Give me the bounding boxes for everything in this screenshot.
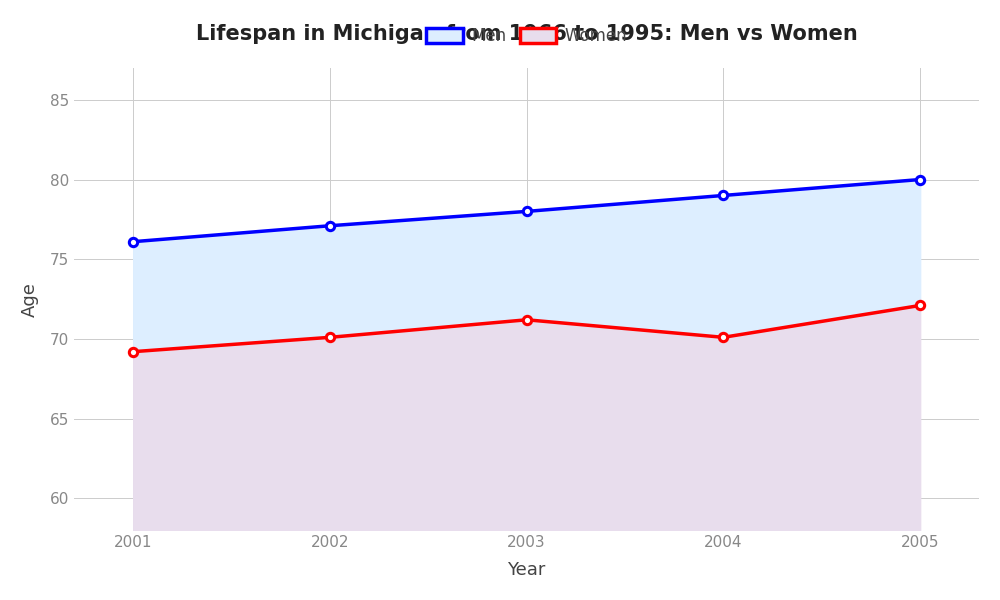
Y-axis label: Age: Age xyxy=(21,281,39,317)
Title: Lifespan in Michigan from 1966 to 1995: Men vs Women: Lifespan in Michigan from 1966 to 1995: … xyxy=(196,24,858,44)
Legend: Men, Women: Men, Women xyxy=(419,21,634,52)
X-axis label: Year: Year xyxy=(507,561,546,579)
